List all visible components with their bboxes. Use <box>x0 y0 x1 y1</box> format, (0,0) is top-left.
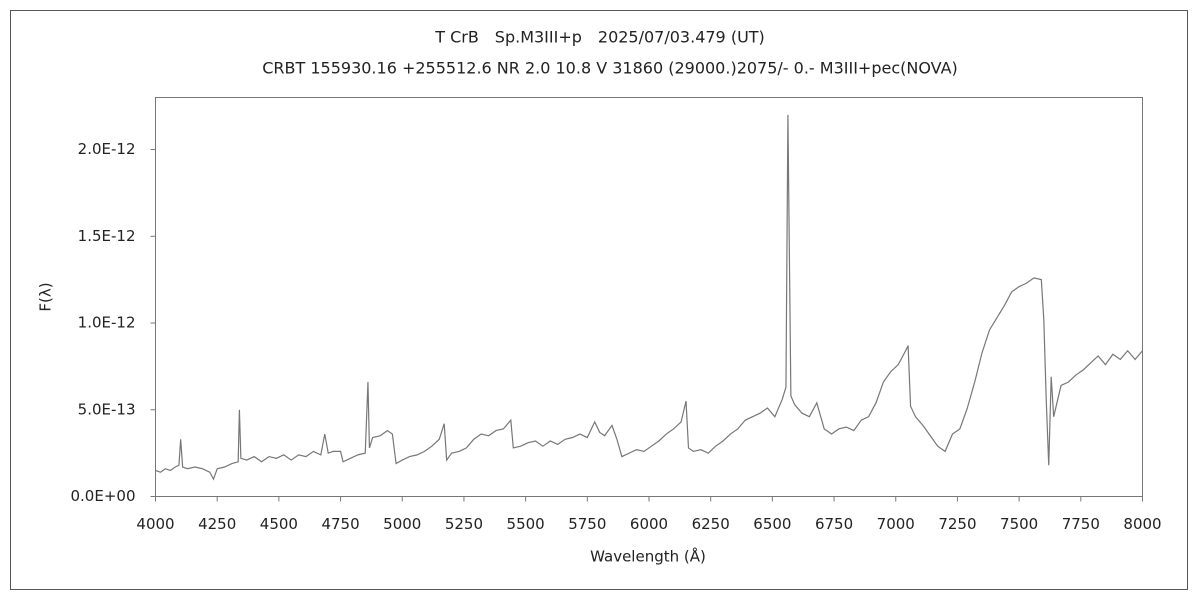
x-tick-label: 7000 <box>877 515 915 533</box>
x-tick-label: 5000 <box>383 515 421 533</box>
y-tick-label: 1.0E-12 <box>78 314 136 332</box>
x-tick-label: 6750 <box>815 515 853 533</box>
x-tick-label: 5500 <box>507 515 545 533</box>
chart-title: T CrB Sp.M3III+p 2025/07/03.479 (UT) <box>434 28 765 47</box>
x-tick-label: 4000 <box>136 515 174 533</box>
x-tick-label: 7250 <box>938 515 976 533</box>
x-tick-label: 5250 <box>445 515 483 533</box>
y-tick-label: 0.0E+00 <box>71 487 136 505</box>
x-tick-label: 8000 <box>1123 515 1161 533</box>
x-axis-label: Wavelength (Å) <box>590 547 706 566</box>
x-tick-label: 6500 <box>753 515 791 533</box>
x-tick-label: 5750 <box>568 515 606 533</box>
y-tick-label: 5.0E-13 <box>78 400 136 418</box>
chart-subtitle: CRBT 155930.16 +255512.6 NR 2.0 10.8 V 3… <box>262 59 958 78</box>
spectrum-line <box>155 114 1143 481</box>
x-tick-label: 4250 <box>198 515 236 533</box>
y-tick-label: 1.5E-12 <box>78 227 136 245</box>
x-tick-label: 4750 <box>321 515 359 533</box>
x-tick-label: 7500 <box>1000 515 1038 533</box>
y-tick-label: 2.0E-12 <box>78 140 136 158</box>
y-axis-label: F(λ) <box>37 282 55 311</box>
x-tick-label: 4500 <box>260 515 298 533</box>
x-tick-label: 6000 <box>630 515 668 533</box>
x-tick-label: 7750 <box>1062 515 1100 533</box>
frame <box>10 10 1188 590</box>
x-tick-label: 6250 <box>692 515 730 533</box>
